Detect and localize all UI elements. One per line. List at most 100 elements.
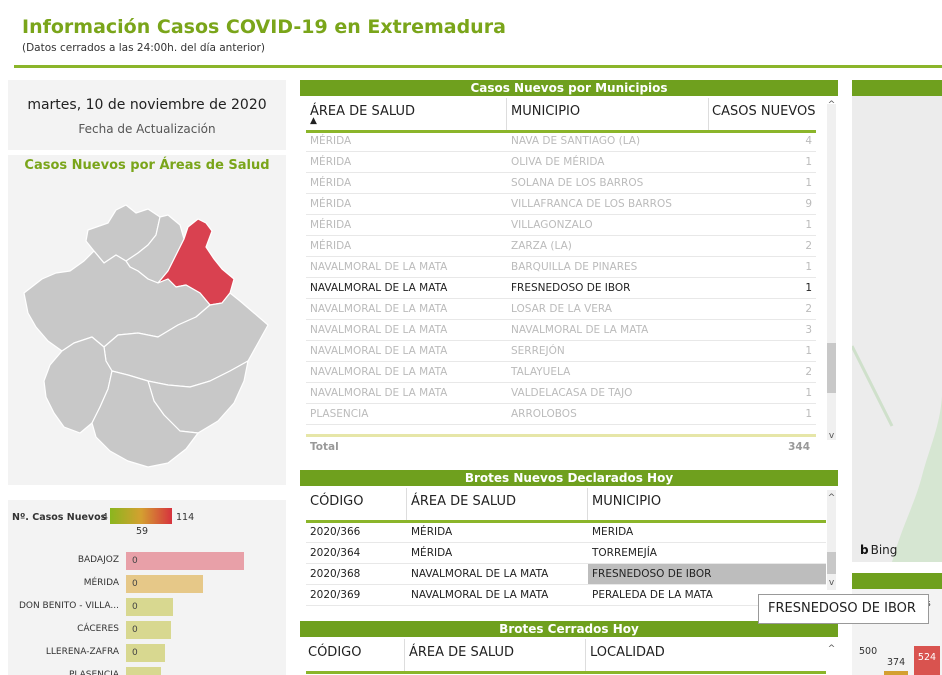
- table-row[interactable]: NAVALMORAL DE LA MATA SERREJÓN 1: [306, 341, 816, 362]
- cell-casos: 1: [805, 156, 812, 168]
- table-row[interactable]: NAVALMORAL DE LA MATA BARQUILLA DE PINARE…: [306, 257, 816, 278]
- area-bar-value: 0: [132, 625, 138, 635]
- areas-map-title: Casos Nuevos por Áreas de Salud: [24, 158, 270, 173]
- area-bar[interactable]: [126, 621, 171, 639]
- col-header-codigo[interactable]: CÓDIGO: [308, 645, 362, 660]
- municipio-map[interactable]: [852, 96, 942, 562]
- area-bar[interactable]: [126, 575, 203, 593]
- update-date-card: martes, 10 de noviembre de 2020 Fecha de…: [8, 80, 286, 150]
- cell-codigo: 2020/369: [310, 589, 361, 601]
- areas-bar-panel: Nº. Casos Nuevos 4 114 59 BADAJOZ 0 MÉRIDA…: [8, 500, 286, 675]
- table-row[interactable]: PLASENCIA ARROLOBOS 1: [306, 404, 816, 425]
- cell-municipio: VILLAFRANCA DE LOS BARROS: [511, 198, 672, 210]
- area-bar-row[interactable]: BADAJOZ 0: [8, 552, 286, 570]
- col-header-casos[interactable]: CASOS NUEVOS: [712, 104, 816, 119]
- cell-municipio: NAVALMORAL DE LA MATA: [511, 324, 649, 336]
- cell-area: MÉRIDA: [411, 526, 453, 538]
- column-divider: [406, 488, 407, 520]
- bing-icon: b: [860, 543, 869, 557]
- cell-casos: 1: [805, 282, 812, 294]
- area-bar-value: 0: [132, 602, 138, 612]
- map-area-llerena-zafra[interactable]: [91, 370, 199, 468]
- area-bar-row[interactable]: DON BENITO - VILLA... 0: [8, 598, 286, 616]
- table-row[interactable]: NAVALMORAL DE LA MATA NAVALMORAL DE LA MA…: [306, 320, 816, 341]
- cell-municipio: SERREJÓN: [511, 345, 565, 357]
- legend-label: Nº. Casos Nuevos: [12, 512, 107, 523]
- table-row[interactable]: NAVALMORAL DE LA MATA VALDELACASA DE TAJO…: [306, 383, 816, 404]
- area-bar-row[interactable]: LLERENA-ZAFRA 0: [8, 644, 286, 662]
- right-chart-bar-b[interactable]: 524: [914, 646, 940, 675]
- table-row[interactable]: MÉRIDA OLIVA DE MÉRIDA 1: [306, 152, 816, 173]
- table-row[interactable]: 2020/366 MÉRIDA MERIDA: [306, 522, 826, 543]
- area-bar[interactable]: [126, 667, 161, 675]
- legend-mid: 59: [136, 526, 149, 537]
- column-divider: [708, 98, 709, 130]
- table-row[interactable]: NAVALMORAL DE LA MATA LOSAR DE LA VERA 2: [306, 299, 816, 320]
- cell-casos: 1: [805, 177, 812, 189]
- cell-area: MÉRIDA: [310, 135, 352, 147]
- update-date: martes, 10 de noviembre de 2020: [27, 97, 267, 113]
- table-row[interactable]: 2020/364 MÉRIDA TORREMEJÍA: [306, 543, 826, 564]
- area-bar[interactable]: [126, 552, 244, 570]
- col-header-area[interactable]: ÁREA DE SALUD: [310, 104, 416, 119]
- brotes-nuevos-table: CÓDIGO ÁREA DE SALUD MUNICIPIO: [300, 486, 838, 610]
- table-row[interactable]: MÉRIDA NAVA DE SANTIAGO (LA) 4: [306, 131, 816, 152]
- cell-municipio: VALDELACASA DE TAJO: [511, 387, 633, 399]
- brotes-scroll-thumb[interactable]: [827, 552, 836, 574]
- col-header-area[interactable]: ÁREA DE SALUD: [409, 645, 515, 660]
- table-row[interactable]: MÉRIDA VILLAFRANCA DE LOS BARROS 9: [306, 194, 816, 215]
- right-chart-bar-a[interactable]: [884, 671, 908, 675]
- cell-casos: 1: [805, 261, 812, 273]
- cell-area: NAVALMORAL DE LA MATA: [310, 303, 448, 315]
- scroll-up-icon[interactable]: ^: [827, 100, 836, 110]
- table-row[interactable]: NAVALMORAL DE LA MATA TALAYUELA 2: [306, 362, 816, 383]
- area-bar-row[interactable]: PLASENCIA: [8, 667, 286, 675]
- right-chart-header: [852, 573, 942, 589]
- col-header-area[interactable]: ÁREA DE SALUD: [411, 494, 517, 509]
- cell-area: MÉRIDA: [310, 177, 352, 189]
- col-header-localidad[interactable]: LOCALIDAD: [590, 645, 665, 660]
- area-bar[interactable]: [126, 644, 165, 662]
- cell-area: NAVALMORAL DE LA MATA: [310, 345, 448, 357]
- cell-casos: 4: [805, 135, 812, 147]
- area-bar-label: CÁCERES: [77, 624, 119, 634]
- scroll-up-icon[interactable]: ^: [827, 644, 836, 654]
- area-bar-label: DON BENITO - VILLA...: [18, 601, 119, 611]
- cell-codigo: 2020/368: [310, 568, 361, 580]
- cell-municipio: NAVA DE SANTIAGO (LA): [511, 135, 641, 147]
- table-row[interactable]: MÉRIDA VILLAGONZALO 1: [306, 215, 816, 236]
- column-divider: [585, 639, 586, 671]
- bing-attribution: b Bing: [860, 543, 897, 557]
- area-bar-row[interactable]: CÁCERES 0: [8, 621, 286, 639]
- header-underline: [306, 671, 826, 674]
- area-bar-value: 0: [132, 556, 138, 566]
- area-bar[interactable]: [126, 598, 173, 616]
- col-header-municipio[interactable]: MUNICIPIO: [511, 104, 581, 119]
- municipios-scrollbar[interactable]: [827, 104, 836, 440]
- area-bar-row[interactable]: MÉRIDA 0: [8, 575, 286, 593]
- cell-casos: 2: [805, 303, 812, 315]
- cell-municipio: SOLANA DE LOS BARROS: [511, 177, 644, 189]
- cell-municipio: TORREMEJÍA: [592, 547, 657, 559]
- page-title: Información Casos COVID-19 en Extremadur…: [22, 16, 506, 38]
- cell-area: NAVALMORAL DE LA MATA: [310, 282, 448, 294]
- sort-ascending-icon[interactable]: ▲: [310, 116, 317, 126]
- cell-municipio: MERIDA: [592, 526, 634, 538]
- total-divider: [306, 434, 816, 437]
- municipios-table: ÁREA DE SALUD ▲ MUNICIPIO CASOS NUEVOS: [300, 96, 838, 462]
- brotes-scrollbar[interactable]: [827, 490, 836, 590]
- table-row[interactable]: MÉRIDA ZARZA (LA) 2: [306, 236, 816, 257]
- table-row[interactable]: 2020/368 NAVALMORAL DE LA MATA FRESNEDOSO …: [306, 564, 826, 585]
- scroll-down-icon[interactable]: v: [828, 578, 835, 588]
- table-row[interactable]: NAVALMORAL DE LA MATA FRESNEDOSO DE IBOR 1: [306, 278, 816, 299]
- table-row[interactable]: 2020/369 NAVALMORAL DE LA MATA PERALEDA DE…: [306, 585, 826, 606]
- scroll-up-icon[interactable]: ^: [827, 493, 836, 503]
- area-bar-value: 0: [132, 579, 138, 589]
- scroll-down-icon[interactable]: v: [828, 431, 835, 441]
- cell-casos: 1: [805, 219, 812, 231]
- col-header-municipio[interactable]: MUNICIPIO: [592, 494, 662, 509]
- col-header-codigo[interactable]: CÓDIGO: [310, 494, 364, 509]
- table-row[interactable]: MÉRIDA SOLANA DE LOS BARROS 1: [306, 173, 816, 194]
- cell-area: PLASENCIA: [310, 408, 369, 420]
- municipios-scroll-thumb[interactable]: [827, 343, 836, 393]
